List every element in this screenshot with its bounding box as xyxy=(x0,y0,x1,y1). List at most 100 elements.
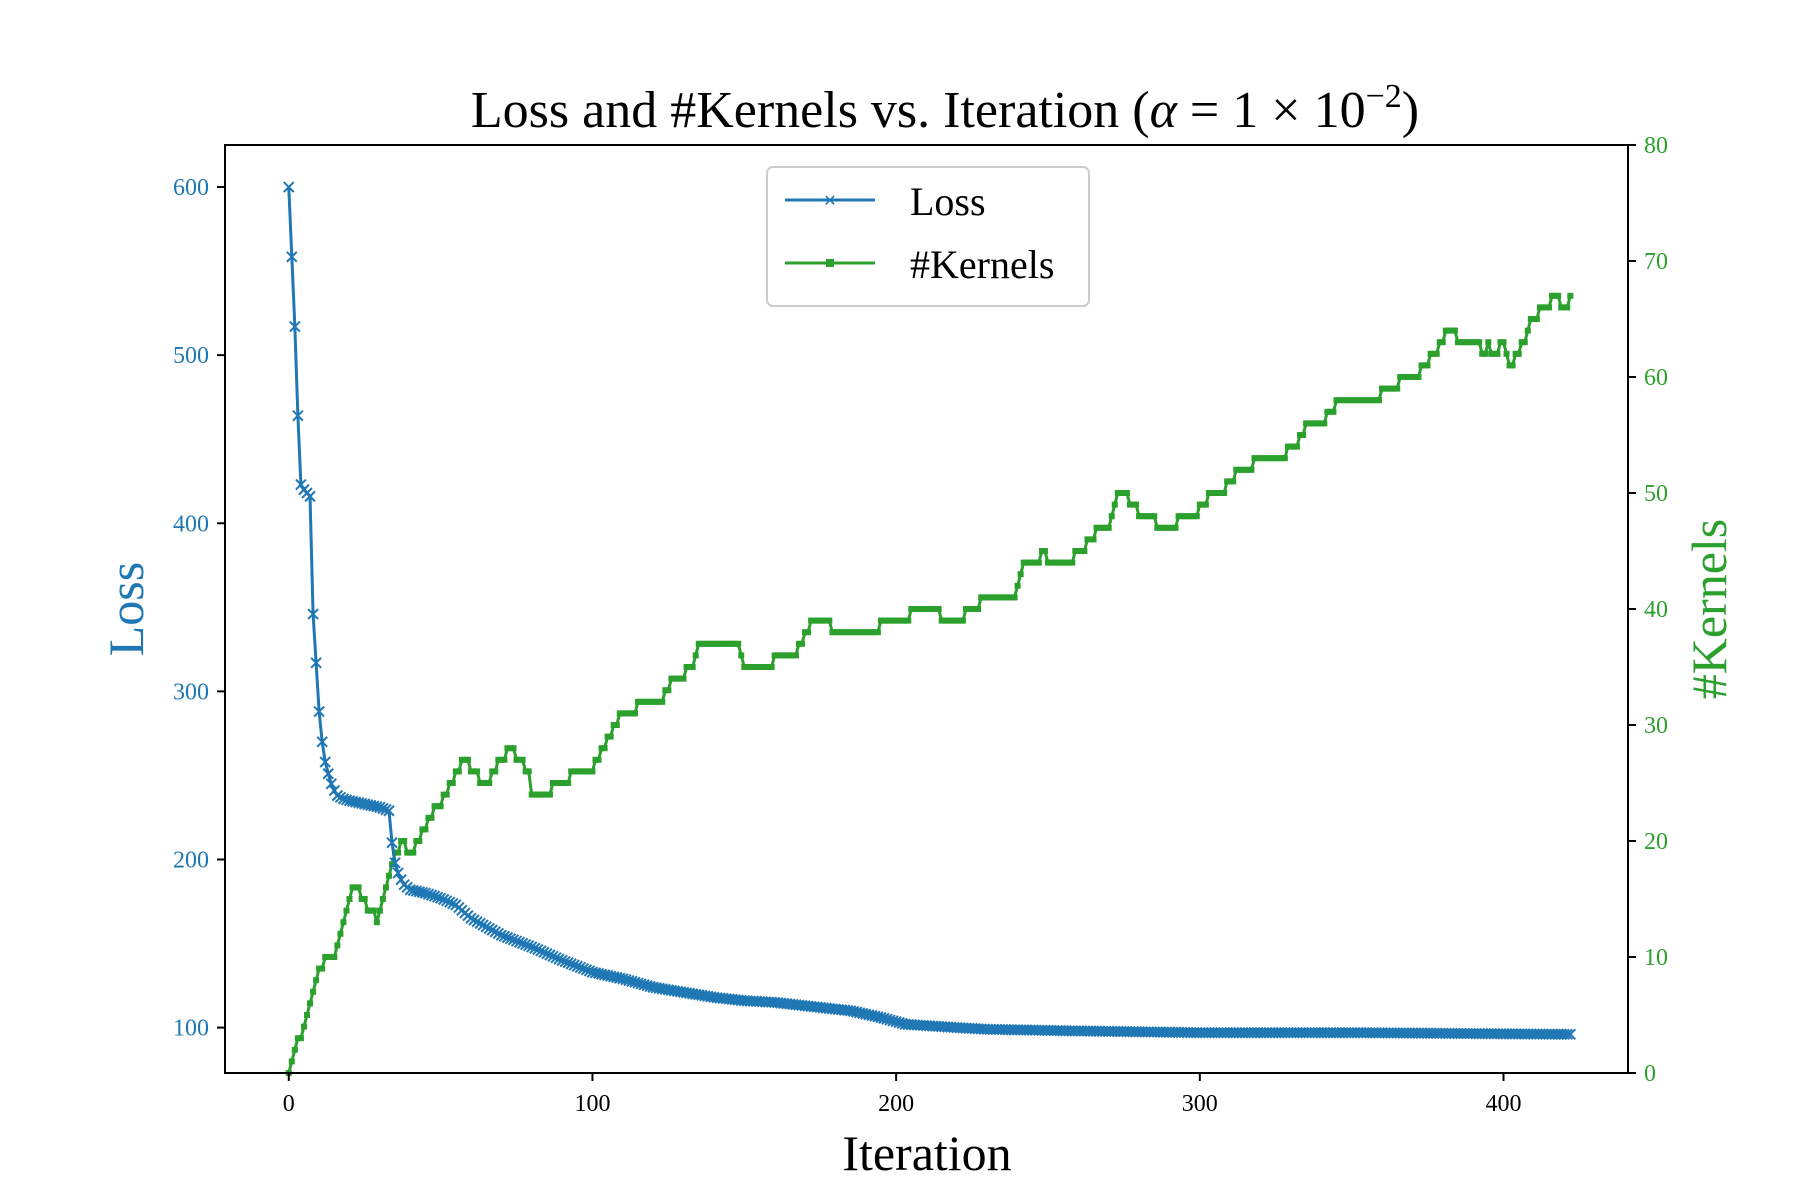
loss-point xyxy=(535,945,547,957)
loss-point xyxy=(571,960,583,972)
kernels-point xyxy=(395,849,402,856)
kernels-point xyxy=(1303,420,1310,427)
kernels-point xyxy=(1139,513,1146,520)
kernels-point xyxy=(862,629,869,636)
left-tick-label: 500 xyxy=(173,343,209,369)
kernels-point xyxy=(1169,524,1176,531)
kernels-point xyxy=(1321,420,1328,427)
loss-point xyxy=(580,964,593,976)
x-axis-label: Iteration xyxy=(842,1125,1011,1181)
kernels-point xyxy=(1558,304,1565,311)
kernels-point xyxy=(562,780,569,786)
right-tick-label: 50 xyxy=(1644,481,1668,507)
kernels-point xyxy=(1354,397,1361,404)
kernels-point xyxy=(1533,316,1540,322)
kernels-point xyxy=(1196,501,1203,508)
kernels-point xyxy=(835,629,842,636)
kernels-point xyxy=(1023,559,1030,566)
title-close: ) xyxy=(1402,82,1419,139)
kernels-point xyxy=(1212,490,1218,496)
kernels-point xyxy=(516,756,523,763)
kernels-point xyxy=(1567,292,1574,299)
kernels-point xyxy=(1148,513,1155,520)
loss-point xyxy=(541,947,553,960)
kernels-point xyxy=(543,791,550,798)
kernels-point xyxy=(829,629,836,636)
loss-point xyxy=(556,954,568,967)
kernels-point xyxy=(917,606,924,612)
kernels-point xyxy=(1130,501,1136,508)
kernels-point xyxy=(1339,397,1346,404)
loss-point xyxy=(444,896,456,908)
kernels-point xyxy=(619,710,626,717)
kernels-point xyxy=(853,629,860,636)
kernels-point xyxy=(944,617,951,624)
kernels-point xyxy=(723,640,730,647)
loss-point xyxy=(568,959,580,971)
kernels-point xyxy=(966,606,973,612)
right-tick-label: 10 xyxy=(1644,945,1668,971)
right-tick-label: 20 xyxy=(1644,829,1668,855)
kernels-point xyxy=(410,849,417,856)
kernels-point xyxy=(1035,559,1042,566)
kernels-point xyxy=(549,780,556,786)
kernels-point xyxy=(1312,420,1319,427)
kernels-point xyxy=(1524,327,1531,334)
kernels-point xyxy=(1190,513,1197,520)
kernels-point xyxy=(1561,304,1568,311)
kernels-point xyxy=(546,791,553,798)
kernels-point xyxy=(1069,559,1076,566)
kernels-point xyxy=(1202,501,1209,508)
kernels-point xyxy=(467,768,474,775)
kernels-point xyxy=(1014,582,1021,589)
kernels-point xyxy=(1451,327,1458,334)
kernels-point xyxy=(1333,397,1340,404)
kernels-point xyxy=(1479,350,1486,357)
kernels-point xyxy=(288,1058,295,1065)
kernels-point xyxy=(1126,501,1133,508)
kernels-point xyxy=(938,617,945,624)
kernels-point xyxy=(1281,455,1288,462)
kernels-point xyxy=(1442,327,1449,334)
kernels-point xyxy=(1227,478,1234,485)
kernels-point xyxy=(480,780,487,786)
kernels-point xyxy=(1218,490,1225,496)
kernels-point xyxy=(352,884,359,891)
kernels-point xyxy=(510,745,517,752)
kernels-point xyxy=(1415,374,1422,380)
kernels-point xyxy=(877,617,884,624)
loss-point xyxy=(319,756,331,768)
loss-point xyxy=(380,803,392,816)
kernels-point xyxy=(1327,408,1334,415)
kernels-point xyxy=(774,652,781,659)
kernels-point xyxy=(650,698,657,705)
kernels-point xyxy=(644,698,651,705)
kernels-point xyxy=(765,664,772,670)
kernels-point xyxy=(1090,536,1097,543)
kernels-point xyxy=(1433,350,1440,357)
kernels-point xyxy=(1111,501,1118,508)
kernels-point xyxy=(911,606,918,612)
kernels-point xyxy=(1552,292,1559,299)
loss-point xyxy=(574,961,587,974)
kernels-point xyxy=(498,756,505,763)
kernels-point xyxy=(349,884,356,891)
kernels-point xyxy=(310,988,317,995)
kernels-point xyxy=(859,629,866,636)
kernels-point xyxy=(771,652,778,659)
kernels-point xyxy=(756,664,763,670)
kernels-point xyxy=(1555,292,1562,299)
kernels-point xyxy=(1208,490,1215,496)
kernels-point xyxy=(1345,397,1352,404)
kernels-point xyxy=(844,629,851,636)
kernels-point xyxy=(932,606,939,612)
kernels-point xyxy=(401,838,408,844)
kernels-point xyxy=(641,698,648,705)
kernels-point xyxy=(449,780,456,786)
kernels-point xyxy=(1221,490,1228,496)
kernels-point xyxy=(492,768,499,775)
kernels-point xyxy=(1284,443,1291,450)
kernels-point xyxy=(1509,362,1516,369)
kernels-point xyxy=(303,1012,310,1018)
